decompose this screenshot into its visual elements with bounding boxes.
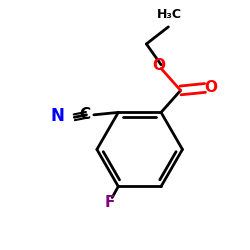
Text: O: O bbox=[152, 58, 165, 74]
Text: O: O bbox=[205, 80, 218, 96]
Text: H₃C: H₃C bbox=[157, 8, 182, 21]
Text: C: C bbox=[79, 107, 90, 122]
Text: F: F bbox=[104, 195, 115, 210]
Text: N: N bbox=[51, 107, 64, 125]
